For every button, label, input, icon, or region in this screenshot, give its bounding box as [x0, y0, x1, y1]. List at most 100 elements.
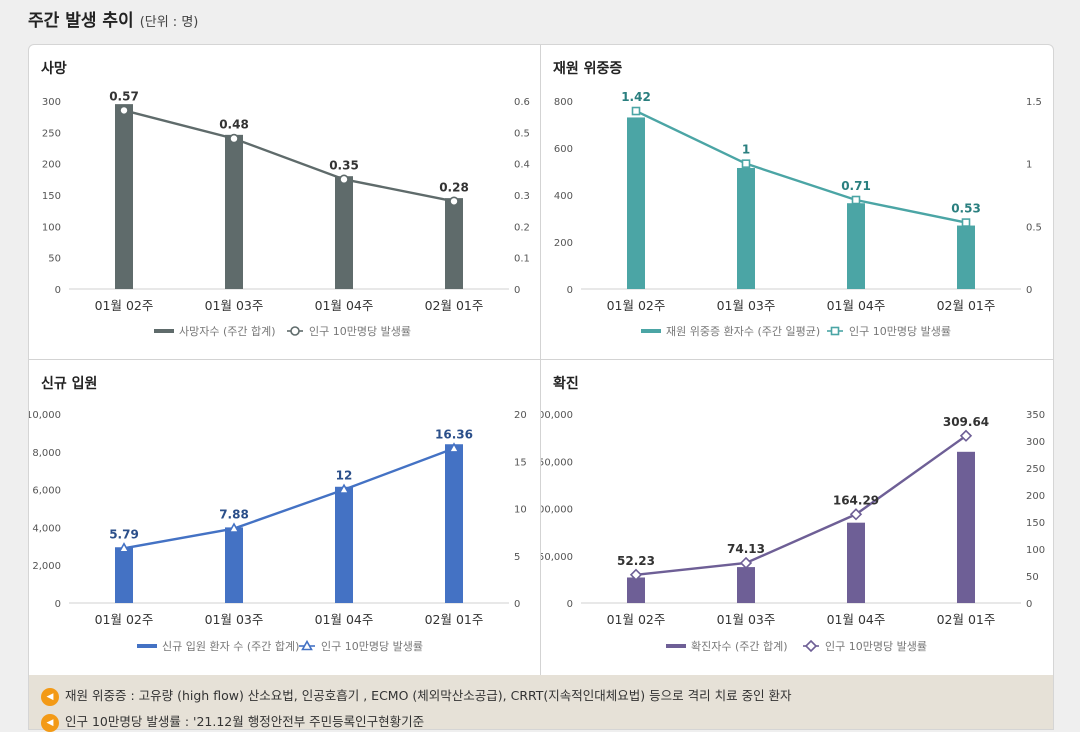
left-axis-tick: 10,000 — [29, 410, 61, 421]
rate-marker — [739, 556, 753, 570]
legend-line-label: 인구 10만명당 발생률 — [309, 325, 411, 338]
right-axis-tick: 0.4 — [514, 160, 530, 171]
x-tick-label: 01월 03주 — [205, 612, 264, 627]
x-tick-label: 01월 03주 — [205, 298, 264, 313]
speaker-icon: ◀ — [41, 687, 59, 706]
panel-title: 신규 입원 — [41, 376, 98, 392]
left-axis-tick: 0 — [55, 599, 61, 610]
left-axis-tick: 100 — [42, 222, 61, 233]
right-axis-tick: 0.6 — [514, 97, 530, 108]
left-axis-tick: 6,000 — [32, 486, 61, 497]
right-axis-tick: 10 — [514, 505, 527, 516]
bar — [627, 117, 645, 289]
right-axis-tick: 0.2 — [514, 222, 530, 233]
rate-marker — [290, 326, 300, 336]
rate-line — [123, 447, 455, 550]
left-axis-tick: 0 — [55, 285, 61, 296]
bar — [957, 225, 975, 289]
legend-bar-label: 재원 위중증 환자수 (주간 일평균) — [666, 324, 820, 338]
rate-marker — [631, 106, 641, 116]
x-tick-label: 01월 02주 — [607, 298, 666, 313]
rate-marker — [229, 133, 239, 144]
bar — [225, 134, 243, 289]
x-tick-label: 01월 03주 — [717, 612, 776, 627]
x-tick-label: 01월 04주 — [315, 298, 374, 313]
rate-marker — [118, 542, 130, 553]
rate-marker — [339, 174, 349, 185]
left-axis-tick: 800 — [554, 97, 573, 108]
confirmed-chart: 200,000 150,000 100,000 50,000 0 350 300 250 200… — [541, 410, 1045, 653]
x-tick-label: 01월 02주 — [95, 298, 154, 313]
right-axis-tick: 100 — [1026, 545, 1045, 556]
left-axis-tick: 50,000 — [541, 552, 573, 563]
bar — [737, 567, 755, 603]
legend-bar-label: 신규 입원 환자 수 (주간 합계) — [162, 640, 299, 653]
rate-line — [635, 434, 967, 576]
legend-bar-label: 확진자수 (주간 합계) — [691, 640, 788, 653]
panel-critical: 재원 위중증 800 600 400 200 0 1.5 1 0.5 0 01월 02주 01월 0… — [541, 45, 1053, 360]
rate-marker — [629, 568, 643, 581]
rate-line — [635, 109, 967, 224]
bar — [335, 486, 353, 603]
rate-data-label: 5.79 — [109, 527, 139, 541]
right-axis-tick: 300 — [1026, 437, 1045, 448]
left-axis-tick: 50 — [48, 254, 61, 265]
rate-marker — [959, 429, 973, 442]
bar — [115, 547, 133, 603]
rate-data-label: 12 — [336, 469, 353, 483]
panel-confirmed: 확진 200,000 150,000 100,000 50,000 0 350 300 250… — [541, 360, 1053, 675]
bar — [737, 167, 755, 289]
x-tick-label: 01월 04주 — [315, 612, 374, 627]
x-tick-label: 02월 01주 — [425, 612, 484, 627]
admissions-chart: 10,000 8,000 6,000 4,000 2,000 0 20 15 10 5 0 01월 0… — [29, 410, 527, 653]
rate-data-label: 16.36 — [435, 427, 473, 441]
bar — [847, 522, 865, 603]
right-axis-tick: 1.5 — [1026, 97, 1042, 108]
bar — [445, 444, 463, 603]
left-axis-tick: 600 — [554, 144, 573, 155]
left-axis-tick: 150 — [42, 191, 61, 202]
rate-data-label: 1 — [742, 143, 750, 157]
rate-marker — [804, 639, 818, 653]
right-axis-tick: 1 — [1026, 160, 1032, 171]
panel-title: 재원 위중증 — [553, 61, 623, 77]
speaker-icon: ◀ — [41, 713, 59, 732]
rate-data-label: 164.29 — [833, 493, 879, 507]
left-axis-tick: 0 — [567, 599, 573, 610]
rate-data-label: 309.64 — [943, 415, 989, 429]
right-axis-tick: 5 — [514, 552, 520, 563]
rate-data-label: 0.53 — [951, 202, 981, 216]
right-axis-tick: 0.3 — [514, 191, 530, 202]
bar — [115, 104, 133, 289]
x-tick-label: 01월 02주 — [95, 612, 154, 627]
rate-data-label: 0.57 — [109, 89, 139, 103]
x-tick-label: 01월 04주 — [827, 298, 886, 313]
x-tick-label: 01월 03주 — [717, 298, 776, 313]
deaths-chart: 300 250 200 150 100 50 0 0.6 0.5 0.4 0.3 0.2 0.1 0 01월… — [42, 89, 530, 338]
right-axis-tick: 20 — [514, 410, 527, 421]
right-axis-tick: 0 — [514, 285, 520, 296]
left-axis-tick: 4,000 — [32, 523, 61, 534]
left-axis-tick: 400 — [554, 191, 573, 202]
x-tick-label: 02월 01주 — [937, 298, 996, 313]
notes-bar: ◀ 재원 위중증 : 고유량 (high flow) 산소요법, 인공호흡기 , … — [29, 675, 1053, 732]
rate-marker — [119, 105, 129, 116]
left-axis-tick: 100,000 — [541, 505, 573, 516]
x-tick-label: 01월 04주 — [827, 612, 886, 627]
note-critical-definition: ◀ 재원 위중증 : 고유량 (high flow) 산소요법, 인공호흡기 , … — [41, 685, 792, 706]
bar — [335, 176, 353, 289]
legend-bar-label: 사망자수 (주간 합계) — [179, 325, 276, 338]
rate-marker — [849, 508, 863, 521]
divider-horizontal — [29, 359, 1053, 360]
critical-chart: 800 600 400 200 0 1.5 1 0.5 0 01월 02주 01월 03주 01월 0… — [554, 90, 1042, 338]
rate-data-label: 0.48 — [219, 118, 249, 132]
left-axis-tick: 150,000 — [541, 457, 573, 468]
rate-data-label: 1.42 — [621, 90, 651, 104]
rate-marker — [301, 639, 313, 651]
rate-data-label: 0.71 — [841, 179, 871, 193]
rate-marker — [961, 218, 971, 227]
rate-marker — [851, 195, 861, 205]
right-axis-tick: 0.1 — [514, 254, 530, 265]
rate-marker — [830, 326, 840, 336]
right-axis-tick: 0 — [1026, 285, 1032, 296]
